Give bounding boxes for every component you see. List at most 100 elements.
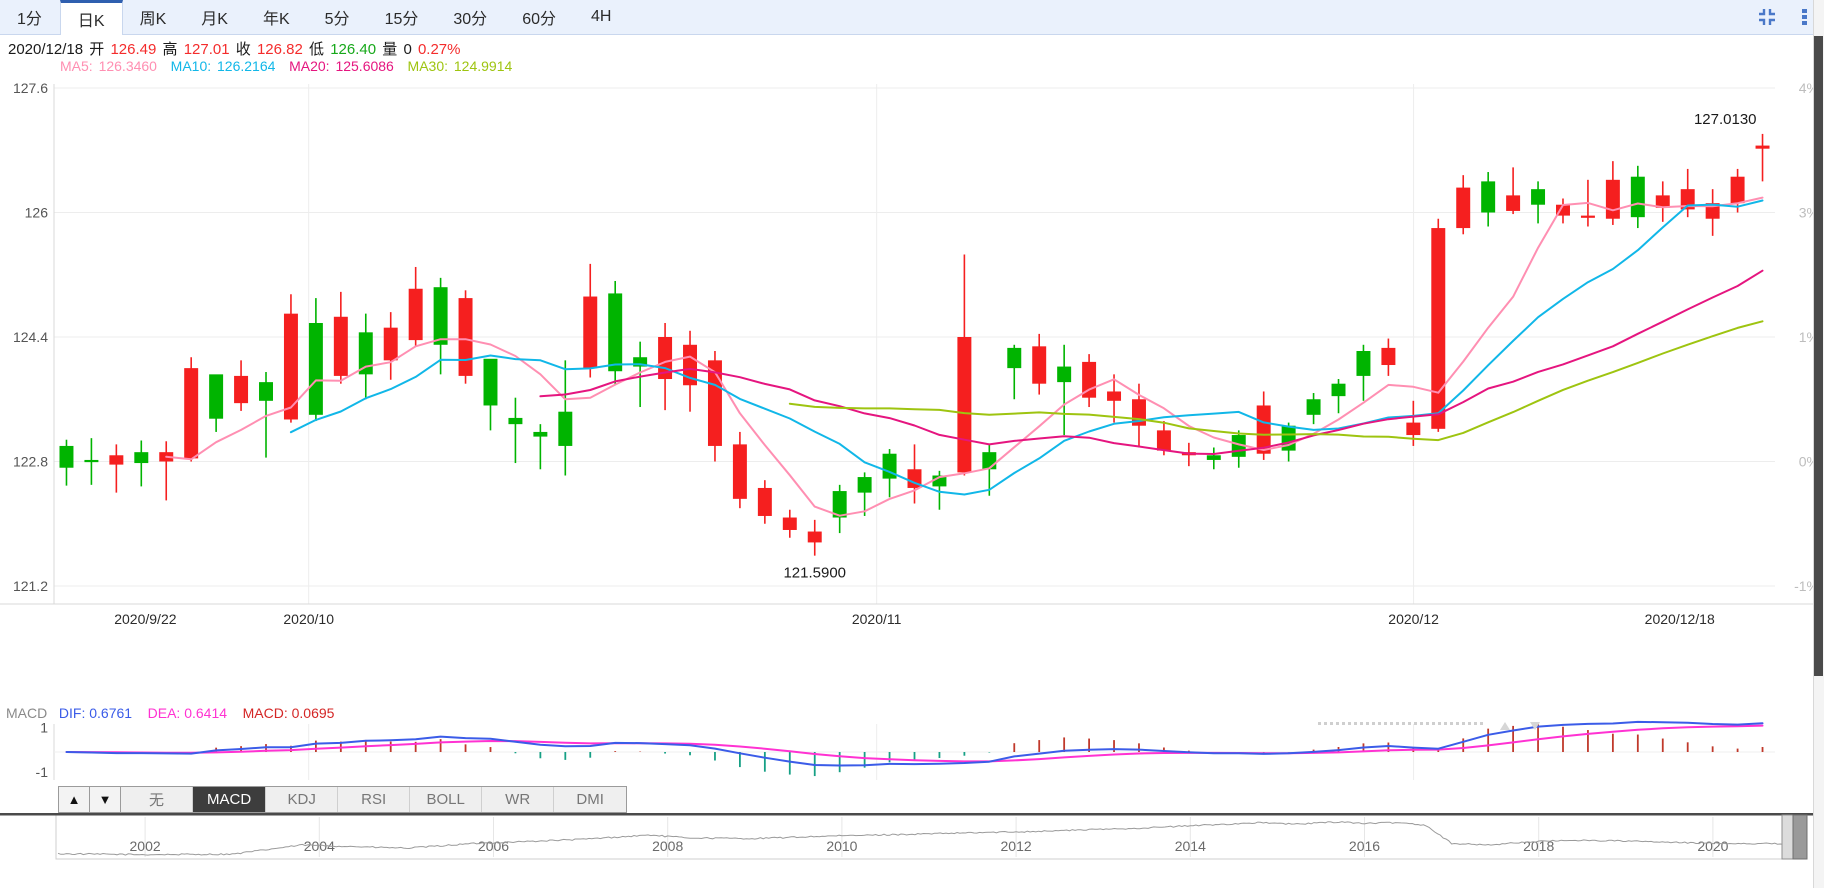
macd-title: MACD xyxy=(6,705,48,721)
vertical-scrollbar[interactable] xyxy=(1813,0,1824,888)
open-value: 126.49 xyxy=(110,41,157,58)
candlestick xyxy=(1306,393,1321,425)
scroll-up-arrow-icon[interactable] xyxy=(1500,722,1510,730)
indicator-tab-KDJ[interactable]: KDJ xyxy=(266,787,339,812)
low-value: 126.40 xyxy=(330,41,377,58)
timeframe-tab-4H[interactable]: 4H xyxy=(591,8,612,25)
macd-axis-label: 1 xyxy=(40,719,48,735)
more-vertical-icon[interactable] xyxy=(1786,0,1824,34)
candlestick xyxy=(832,484,847,534)
candlestick xyxy=(333,291,348,384)
candlestick xyxy=(807,519,822,556)
timeframe-tab-30分[interactable]: 30分 xyxy=(453,11,488,28)
navigator-year-label: 2006 xyxy=(478,838,509,854)
candlestick xyxy=(533,424,548,470)
volume-label: 量 xyxy=(382,41,398,58)
navigator-year-label: 2008 xyxy=(652,838,683,854)
indicator-tab-RSI[interactable]: RSI xyxy=(338,787,411,812)
dif-line xyxy=(65,720,1764,767)
date-axis-label: 2020/12 xyxy=(1388,611,1439,627)
timeframe-tab-1分[interactable]: 1分 xyxy=(17,11,42,28)
candlestick xyxy=(109,444,124,493)
candlestick xyxy=(1531,181,1546,224)
navigator-year-label: 2004 xyxy=(304,838,335,854)
ma-line-ma20 xyxy=(539,269,1764,455)
timeframe-tab-5分[interactable]: 5分 xyxy=(324,11,350,28)
candlestick xyxy=(907,444,922,504)
range-navigator[interactable]: 2002 2004 2006 2008 2010 2012 2014 2016 2018 2020 xyxy=(0,813,1824,875)
candlestick xyxy=(483,358,498,431)
candlestick-chart[interactable]: 127.6126124.4122.8121.24%3%1%0%-1%127.01… xyxy=(0,78,1824,679)
timeframe-tab-bar[interactable]: 1分 日K 周K 月K 年K 5分 15分 30分 60分 4H xyxy=(0,0,1824,35)
navigator-year-label: 2020 xyxy=(1697,838,1728,854)
indicator-tab-strip[interactable]: ▲ ▼ 无 MACD KDJ RSI BOLL WR DMI xyxy=(58,786,628,813)
ma30-label: MA30: xyxy=(407,58,448,74)
indicator-tab-DMI[interactable]: DMI xyxy=(554,787,627,812)
candlestick xyxy=(433,277,448,375)
macd-indicator-pane[interactable]: 1 -1 xyxy=(0,718,1824,786)
timeframe-tab-周K[interactable]: 周K xyxy=(139,11,167,28)
navigator-range-handle[interactable] xyxy=(1781,814,1808,860)
topbar-spacer xyxy=(629,0,1748,34)
candlestick xyxy=(84,438,99,485)
ma10-label: MA10: xyxy=(170,58,212,74)
candlestick xyxy=(184,357,199,462)
low-label: 低 xyxy=(309,41,325,58)
dif-label: DIF: xyxy=(58,705,86,721)
indicator-scroll-up-button[interactable]: ▲ xyxy=(59,787,90,812)
fullscreen-exit-icon[interactable] xyxy=(1748,0,1786,34)
candlestick xyxy=(59,439,74,486)
navigator-year-label: 2010 xyxy=(826,838,857,854)
candlestick xyxy=(159,441,174,501)
timeframe-tab-日K[interactable]: 日K xyxy=(59,0,123,35)
candlestick xyxy=(1655,181,1670,222)
volume-value: 0 xyxy=(403,41,412,58)
navigator-overview-chart[interactable]: 2002 2004 2006 2008 2010 2012 2014 2016 2018 2020 xyxy=(0,813,1824,875)
timeframe-tab-年K[interactable]: 年K xyxy=(262,11,290,28)
timeframe-tab-15分[interactable]: 15分 xyxy=(384,11,419,28)
indicator-tab-WR[interactable]: WR xyxy=(482,787,555,812)
candlestick xyxy=(234,360,249,411)
candlestick xyxy=(1481,172,1496,227)
candlestick xyxy=(1755,133,1770,182)
timeframe-tab-60分[interactable]: 60分 xyxy=(522,11,556,28)
scrollbar-thumb[interactable] xyxy=(1814,36,1823,676)
candlestick xyxy=(1730,168,1745,213)
candlestick xyxy=(458,290,473,384)
candlestick xyxy=(757,480,772,524)
candlestick xyxy=(1556,198,1570,224)
indicator-scroll-down-button[interactable]: ▼ xyxy=(90,787,121,812)
navigator-year-label: 2012 xyxy=(1001,838,1032,854)
moving-average-legend: MA5: 126.3460 MA10: 126.2164 MA20: 125.6… xyxy=(60,58,514,74)
indicator-tab-无[interactable]: 无 xyxy=(121,787,193,812)
price-axis-label: 127.6 xyxy=(13,80,48,96)
candlestick xyxy=(1381,338,1396,376)
candlestick xyxy=(1605,161,1620,225)
navigator-year-label: 2002 xyxy=(130,838,161,854)
price-chart-pane[interactable]: 127.6 126 124.4 122.8 121.2 4% 3% 1% 0% -1% 127.01… xyxy=(0,78,1824,679)
scroll-down-arrow-icon[interactable] xyxy=(1530,722,1540,730)
candlestick xyxy=(383,312,398,380)
navigator-price-line xyxy=(57,821,1801,856)
macd-legend: MACD DIF: 0.6761 DEA: 0.6414 MACD: 0.069… xyxy=(6,705,334,721)
candlestick xyxy=(209,374,224,432)
candlestick xyxy=(1705,189,1720,236)
open-label: 开 xyxy=(89,41,105,58)
indicator-tab-BOLL[interactable]: BOLL xyxy=(410,787,483,812)
macd-chart[interactable]: 1 -1 xyxy=(0,718,1824,786)
dea-label: DEA: xyxy=(147,705,181,721)
candlestick xyxy=(1082,354,1097,408)
quote-date: 2020/12/18 xyxy=(8,41,84,58)
candlestick xyxy=(707,351,722,462)
timeframe-tab-月K[interactable]: 月K xyxy=(201,11,228,28)
navigator-year-label: 2018 xyxy=(1523,838,1554,854)
price-axis-label: 124.4 xyxy=(13,329,48,345)
price-axis-label: 121.2 xyxy=(13,578,48,594)
candlestick xyxy=(1231,430,1246,468)
candlestick xyxy=(308,298,323,422)
navigator-year-label: 2016 xyxy=(1349,838,1380,854)
ma-line-ma5 xyxy=(165,196,1764,517)
candlestick xyxy=(732,431,747,509)
indicator-tab-MACD[interactable]: MACD xyxy=(193,787,267,812)
high-label: 高 xyxy=(162,41,178,58)
